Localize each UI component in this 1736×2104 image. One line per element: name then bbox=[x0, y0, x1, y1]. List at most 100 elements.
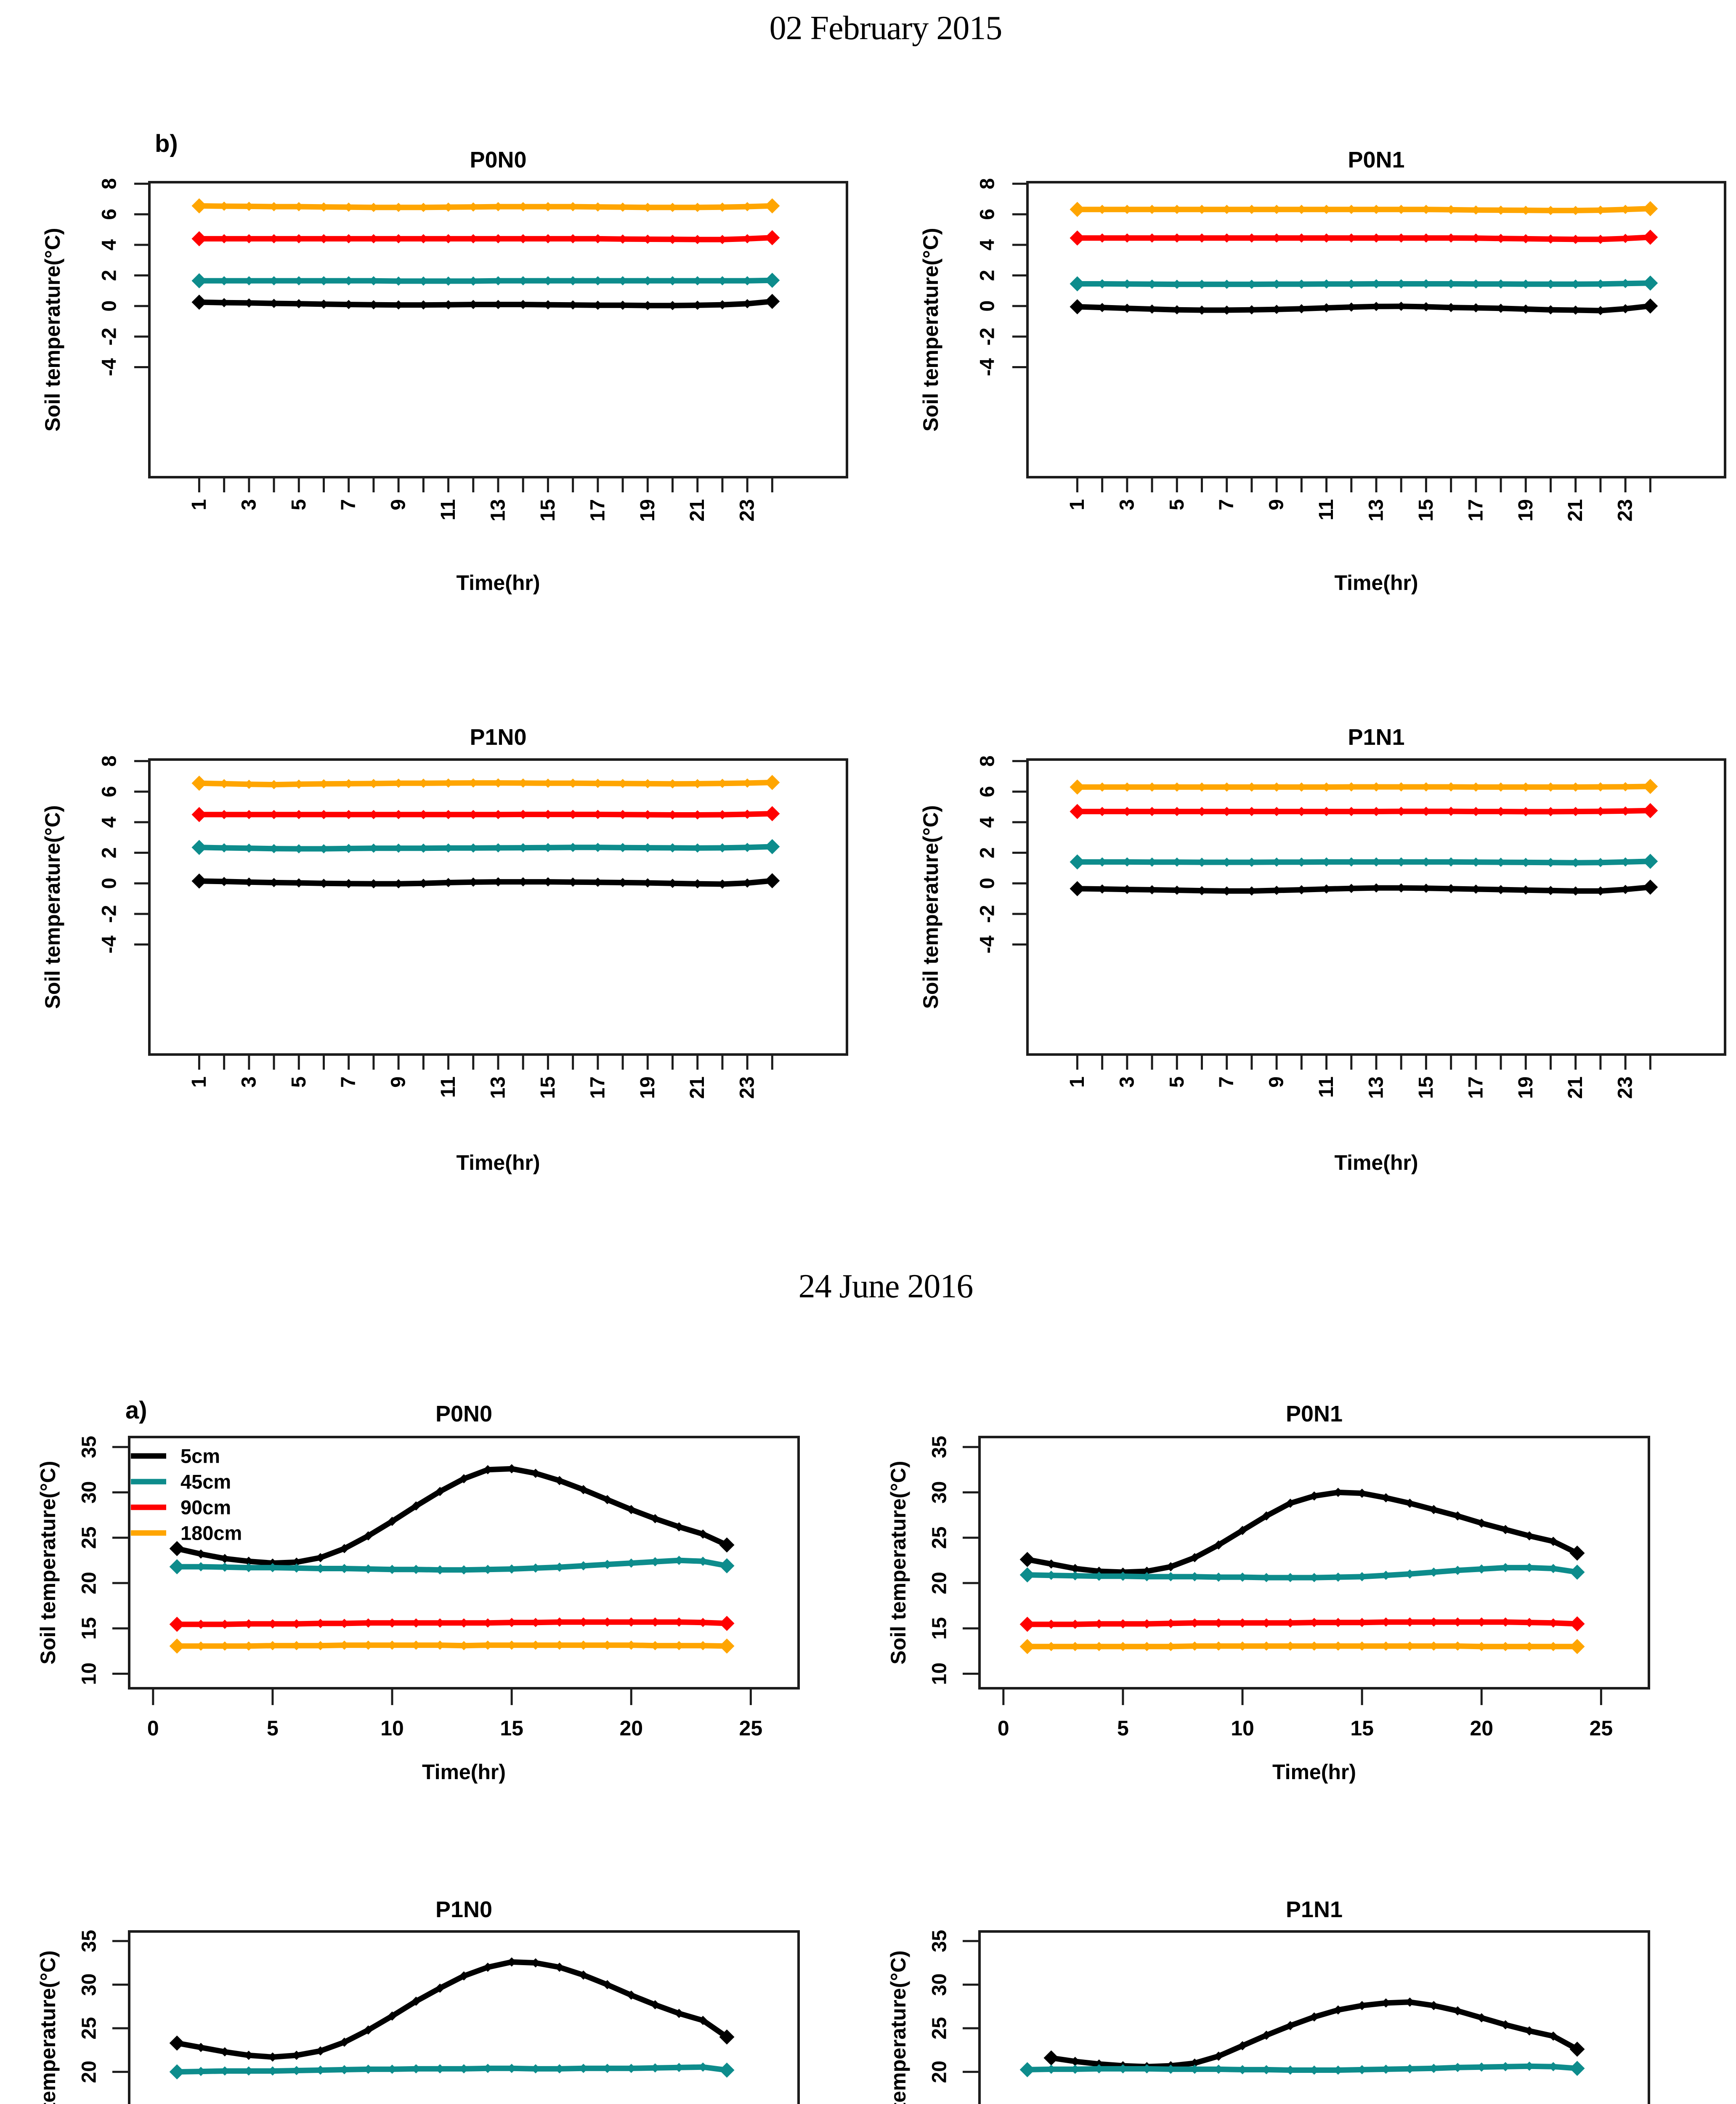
x-tick-label: 25 bbox=[739, 1716, 763, 1740]
y-tick-label: 10 bbox=[929, 1663, 951, 1685]
y-tick-label: 20 bbox=[78, 2061, 101, 2083]
y-tick-label: 20 bbox=[78, 1572, 101, 1594]
chart-title: P1N1 bbox=[1348, 725, 1404, 750]
x-tick-label: 19 bbox=[637, 1076, 659, 1099]
x-tick-label: 10 bbox=[1231, 1716, 1254, 1740]
x-tick-label: 3 bbox=[1116, 1076, 1138, 1088]
y-tick-label: 25 bbox=[78, 2017, 101, 2039]
y-tick-label: -2 bbox=[977, 905, 999, 923]
y-tick-label: 30 bbox=[78, 1481, 101, 1504]
chart-june-p0n0: P0N0 0 5 10 15 20 25 10 15 20 25 30 35 Time(hr) Soil t… bbox=[36, 1401, 800, 1784]
chart-title: P0N1 bbox=[1286, 1401, 1343, 1427]
chart-june-p1n1: P1N10510152025101520253035Time(hr)Soil t… bbox=[887, 1897, 1650, 2104]
y-tick-label: -4 bbox=[98, 358, 121, 376]
y-tick-label: 30 bbox=[929, 1974, 951, 1996]
x-tick-label: 13 bbox=[487, 499, 510, 521]
y-tick-label: -2 bbox=[977, 328, 999, 346]
x-tick-label: 15 bbox=[500, 1716, 523, 1740]
y-tick-label: 0 bbox=[977, 300, 999, 312]
x-axis-label: Time(hr) bbox=[1334, 1151, 1418, 1174]
series-5cm-line bbox=[1049, 1999, 1580, 2069]
x-tick-label: 5 bbox=[288, 1076, 310, 1088]
y-tick-label: 15 bbox=[929, 1617, 951, 1639]
y-tick-label: -4 bbox=[98, 935, 121, 954]
y-axis-label: Soil temperature(°C) bbox=[41, 805, 64, 1009]
y-tick-label: 0 bbox=[98, 878, 121, 889]
plot-box bbox=[1026, 758, 1726, 1056]
series-90cm-line bbox=[1025, 1619, 1580, 1627]
x-tick-label: 19 bbox=[637, 499, 659, 521]
series-5cm-line bbox=[174, 1959, 730, 2060]
x-tick-label: 1 bbox=[188, 1076, 210, 1088]
y-tick-label: -4 bbox=[977, 935, 999, 954]
chart-title: P1N0 bbox=[435, 1897, 492, 1922]
x-tick-label: 11 bbox=[1315, 1076, 1338, 1098]
x-tick-label: 17 bbox=[1465, 499, 1487, 521]
series-45cm-line bbox=[196, 277, 775, 284]
x-tick-label: 19 bbox=[1515, 1076, 1537, 1099]
x-tick-label: 9 bbox=[388, 1076, 410, 1088]
series-45cm-line bbox=[196, 844, 775, 852]
series-45cm-markers bbox=[1019, 1563, 1585, 1583]
x-tick-label: 15 bbox=[537, 499, 559, 521]
x-tick-label: 23 bbox=[1614, 499, 1637, 521]
series-5cm-markers bbox=[191, 873, 780, 889]
x-tick-label: 3 bbox=[238, 499, 260, 510]
x-tick-label: 7 bbox=[337, 499, 360, 510]
x-tick-label: 13 bbox=[1365, 1076, 1388, 1099]
x-tick-label: 21 bbox=[1564, 499, 1587, 521]
section-title-february: 02 February 2015 bbox=[769, 10, 1003, 47]
x-tick-label: 15 bbox=[537, 1076, 559, 1099]
series-180cm-line bbox=[1074, 206, 1653, 213]
y-tick-label: 2 bbox=[977, 270, 999, 281]
series-5cm-line bbox=[196, 298, 775, 308]
y-tick-label: 35 bbox=[78, 1436, 101, 1458]
series-90cm-line bbox=[174, 1619, 730, 1627]
series-45cm-line bbox=[1074, 280, 1653, 287]
series-5cm-markers bbox=[169, 1464, 735, 1568]
x-tick-label: 9 bbox=[388, 499, 410, 510]
y-tick-label: 6 bbox=[98, 209, 121, 220]
x-tick-label: 0 bbox=[147, 1716, 159, 1740]
series-5cm-markers bbox=[1043, 1997, 1585, 2072]
subfigure-label-b: b) bbox=[155, 130, 178, 157]
plot-box bbox=[978, 1930, 1650, 2104]
y-tick-label: 4 bbox=[98, 816, 121, 828]
y-tick-label: 4 bbox=[98, 239, 121, 250]
y-tick-label: 20 bbox=[929, 2061, 951, 2083]
plot-box bbox=[128, 1930, 800, 2104]
y-axis-label: Soil temperature(°C) bbox=[919, 228, 942, 432]
x-tick-label: 9 bbox=[1266, 499, 1288, 510]
y-axis-label: Soil temperature(°C) bbox=[887, 1461, 910, 1665]
x-tick-label: 20 bbox=[1470, 1716, 1493, 1740]
series-5cm-line bbox=[1025, 1490, 1580, 1575]
x-tick-label: 5 bbox=[288, 499, 310, 510]
y-tick-label: 10 bbox=[78, 1663, 101, 1685]
x-tick-label: 25 bbox=[1590, 1716, 1613, 1740]
series-90cm-line bbox=[196, 811, 775, 818]
legend-label-45cm: 45cm bbox=[181, 1471, 231, 1493]
x-axis-label: Time(hr) bbox=[1272, 1760, 1356, 1784]
y-tick-label: 0 bbox=[977, 878, 999, 889]
legend-label-5cm: 5cm bbox=[181, 1445, 220, 1467]
y-tick-label: -2 bbox=[98, 905, 121, 923]
y-tick-label: 35 bbox=[929, 1436, 951, 1458]
x-tick-label: 10 bbox=[380, 1716, 404, 1740]
series-5cm-line bbox=[196, 878, 775, 887]
y-tick-label: 4 bbox=[977, 239, 999, 250]
y-tick-label: 25 bbox=[929, 1527, 951, 1549]
chart-title: P1N1 bbox=[1286, 1897, 1343, 1922]
x-tick-label: 1 bbox=[1066, 1076, 1088, 1088]
x-tick-label: 23 bbox=[1614, 1076, 1637, 1099]
x-axis-label: Time(hr) bbox=[422, 1760, 506, 1784]
x-tick-label: 3 bbox=[1116, 499, 1138, 510]
series-180cm-line bbox=[196, 203, 775, 210]
x-tick-label: 21 bbox=[686, 1076, 709, 1099]
x-tick-label: 15 bbox=[1350, 1716, 1374, 1740]
y-tick-label: 8 bbox=[98, 755, 121, 767]
legend-label-180cm: 180cm bbox=[181, 1522, 242, 1544]
x-tick-label: 11 bbox=[437, 499, 459, 521]
x-axis-label: Time(hr) bbox=[1334, 571, 1418, 595]
plot-box bbox=[148, 181, 848, 478]
